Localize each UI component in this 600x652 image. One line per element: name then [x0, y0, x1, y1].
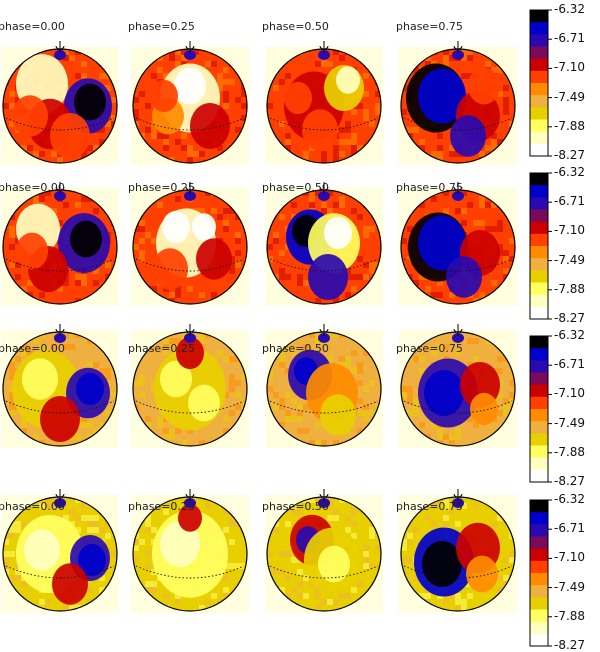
disk-r1-c1 — [1, 41, 119, 165]
rotation-axis-icon — [185, 324, 195, 336]
rotation-axis-icon — [319, 41, 329, 53]
phase-label: phase=0.00 — [0, 181, 65, 194]
colorbar-tick-label: -7.10 — [554, 386, 586, 401]
colorbar-tick-label: -7.49 — [554, 415, 586, 430]
disk-r4-c4 — [399, 489, 517, 613]
disk-r2-c2 — [131, 182, 249, 306]
rotation-axis-icon — [453, 182, 463, 194]
rotation-axis-icon — [185, 489, 195, 501]
colorbar-tick-label: -7.49 — [554, 579, 586, 594]
colorbar-tick-label: -6.71 — [554, 357, 586, 372]
rotation-axis-icon — [453, 489, 463, 501]
rotation-axis-icon — [185, 182, 195, 194]
colorbar-tick-label: -7.49 — [554, 252, 586, 267]
disk-r1-c2 — [131, 41, 249, 165]
colorbar-tick-label: -7.88 — [554, 118, 586, 133]
disk-r4-c3 — [265, 489, 383, 613]
rotation-axis-icon — [319, 324, 329, 336]
colorbar-tick-label: -7.88 — [554, 281, 586, 296]
disk-r2-c1 — [1, 182, 119, 306]
colorbar-tick-label: -6.71 — [554, 31, 586, 46]
rotation-axis-icon — [55, 41, 65, 53]
colorbar-tick-label: -8.27 — [554, 148, 586, 162]
phase-label: phase=0.75 — [396, 181, 463, 194]
rotation-axis-icon — [55, 489, 65, 501]
disk-r1-c3 — [265, 41, 383, 165]
disk-r4-c2 — [131, 489, 249, 613]
phase-label: phase=0.00 — [0, 500, 65, 513]
colorbar-3 — [529, 335, 549, 483]
phase-label: phase=0.25 — [128, 181, 195, 194]
rotation-axis-icon — [453, 324, 463, 336]
rotation-axis-icon — [453, 41, 463, 53]
disk-r4-c1 — [1, 489, 119, 613]
rotation-axis-icon — [55, 182, 65, 194]
phase-label: phase=0.50 — [262, 181, 329, 194]
disk-r2-c3 — [265, 182, 383, 306]
colorbar-4 — [529, 499, 549, 647]
colorbar-tick-label: -6.32 — [554, 2, 586, 16]
colorbar-tick-label: -7.49 — [554, 89, 586, 104]
rotation-axis-icon — [319, 489, 329, 501]
disk-r1-c4 — [399, 41, 517, 165]
colorbar-2 — [529, 172, 549, 320]
phase-label: phase=0.50 — [262, 20, 329, 33]
colorbar-tick-label: -6.71 — [554, 194, 586, 209]
rotation-axis-icon — [55, 324, 65, 336]
disk-r3-c4 — [399, 324, 517, 448]
colorbar-tick-label: -7.88 — [554, 444, 586, 459]
phase-label: phase=0.00 — [0, 20, 65, 33]
disk-r3-c2 — [131, 324, 249, 448]
phase-label: phase=0.25 — [128, 342, 195, 355]
colorbar-tick-label: -6.32 — [554, 328, 586, 342]
colorbar-tick-label: -7.10 — [554, 60, 586, 75]
colorbar-tick-label: -7.88 — [554, 608, 586, 623]
phase-label: phase=0.00 — [0, 342, 65, 355]
rotation-axis-icon — [319, 182, 329, 194]
colorbar-tick-label: -8.27 — [554, 311, 586, 325]
colorbar-tick-label: -6.32 — [554, 165, 586, 179]
phase-label: phase=0.25 — [128, 20, 195, 33]
phase-label: phase=0.75 — [396, 20, 463, 33]
phase-label: phase=0.75 — [396, 342, 463, 355]
disk-r3-c1 — [1, 324, 119, 448]
disk-r3-c3 — [265, 324, 383, 448]
rotation-axis-icon — [185, 41, 195, 53]
phase-label: phase=0.50 — [262, 500, 329, 513]
colorbar-tick-label: -7.10 — [554, 223, 586, 238]
colorbar-tick-label: -8.27 — [554, 474, 586, 488]
colorbar-tick-label: -8.27 — [554, 638, 586, 652]
colorbar-tick-label: -7.10 — [554, 550, 586, 565]
phase-label: phase=0.25 — [128, 500, 195, 513]
phase-label: phase=0.50 — [262, 342, 329, 355]
phase-label: phase=0.75 — [396, 500, 463, 513]
disk-r2-c4 — [399, 182, 517, 306]
colorbar-tick-label: -6.71 — [554, 521, 586, 536]
colorbar-1 — [529, 9, 549, 157]
colorbar-tick-label: -6.32 — [554, 492, 586, 506]
